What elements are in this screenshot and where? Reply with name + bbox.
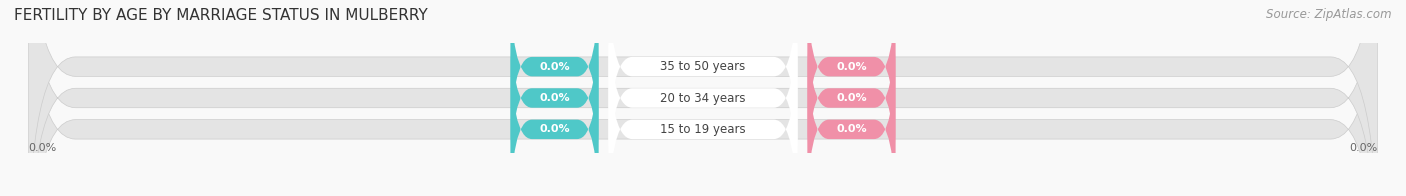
Text: 0.0%: 0.0%: [28, 142, 56, 152]
FancyBboxPatch shape: [28, 0, 1378, 196]
FancyBboxPatch shape: [807, 40, 896, 196]
Text: 0.0%: 0.0%: [540, 124, 569, 134]
FancyBboxPatch shape: [28, 0, 1378, 196]
Text: 35 to 50 years: 35 to 50 years: [661, 60, 745, 73]
FancyBboxPatch shape: [609, 0, 797, 196]
Text: 0.0%: 0.0%: [1350, 142, 1378, 152]
Text: 20 to 34 years: 20 to 34 years: [661, 92, 745, 104]
FancyBboxPatch shape: [609, 29, 797, 196]
Text: 0.0%: 0.0%: [837, 124, 866, 134]
FancyBboxPatch shape: [510, 40, 599, 196]
Text: Source: ZipAtlas.com: Source: ZipAtlas.com: [1267, 8, 1392, 21]
FancyBboxPatch shape: [609, 0, 797, 167]
Text: 0.0%: 0.0%: [540, 62, 569, 72]
Text: 0.0%: 0.0%: [837, 93, 866, 103]
Text: FERTILITY BY AGE BY MARRIAGE STATUS IN MULBERRY: FERTILITY BY AGE BY MARRIAGE STATUS IN M…: [14, 8, 427, 23]
FancyBboxPatch shape: [28, 0, 1378, 196]
Text: 0.0%: 0.0%: [540, 93, 569, 103]
FancyBboxPatch shape: [510, 0, 599, 156]
Text: 0.0%: 0.0%: [837, 62, 866, 72]
FancyBboxPatch shape: [510, 9, 599, 187]
FancyBboxPatch shape: [807, 0, 896, 156]
FancyBboxPatch shape: [807, 9, 896, 187]
Text: 15 to 19 years: 15 to 19 years: [661, 123, 745, 136]
